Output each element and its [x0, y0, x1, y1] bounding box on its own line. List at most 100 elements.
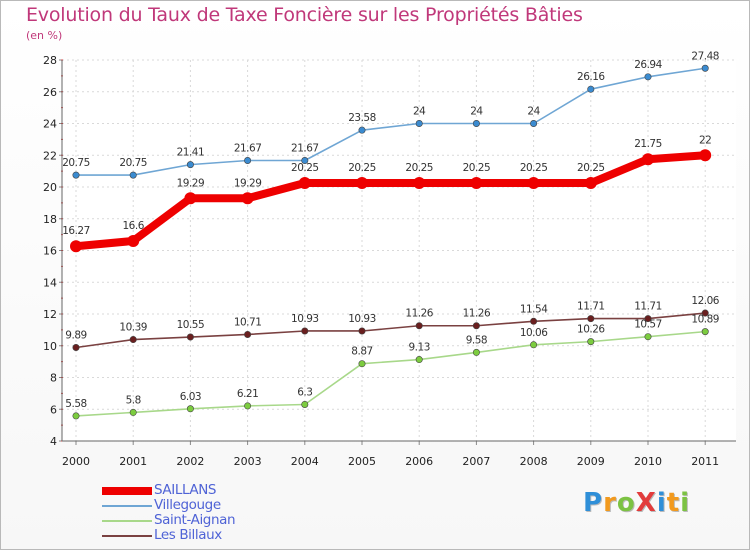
series-line: [75, 330, 706, 417]
chart-title: Evolution du Taux de Taxe Foncière sur l…: [26, 4, 583, 26]
logo-letter: P: [583, 488, 604, 518]
data-label: 24: [527, 106, 540, 118]
legend-swatch: [102, 535, 152, 537]
data-point: [70, 240, 82, 253]
x-tick-label: 2010: [634, 455, 662, 468]
data-label: 19.29: [234, 177, 262, 189]
data-point: [241, 192, 254, 205]
series-line: [75, 312, 706, 349]
data-label: 24: [470, 106, 483, 118]
data-point: [301, 156, 309, 164]
data-point: [699, 149, 712, 162]
data-point: [358, 126, 366, 134]
data-label: 20.75: [119, 157, 147, 169]
data-point: [587, 315, 595, 323]
data-label: 11.54: [520, 303, 548, 315]
data-point: [356, 177, 368, 190]
data-label: 10.06: [520, 327, 548, 339]
data-label: 20.25: [405, 162, 433, 174]
data-point: [584, 177, 597, 190]
data-label: 26.94: [634, 59, 662, 71]
data-point: [415, 356, 423, 364]
x-tick-label: 2008: [520, 455, 548, 468]
data-point: [415, 120, 423, 128]
data-point: [244, 330, 252, 338]
data-label: 11.26: [405, 308, 433, 320]
data-point: [186, 161, 194, 169]
data-label: 11.26: [463, 308, 491, 320]
data-point: [701, 328, 709, 336]
legend-swatch: [102, 520, 152, 522]
data-label: 10.89: [691, 314, 719, 326]
data-point: [72, 343, 80, 351]
data-label: 20.25: [291, 162, 319, 174]
data-label: 26.16: [577, 71, 605, 83]
grid-lines: [62, 59, 736, 442]
data-label: 11.71: [634, 301, 662, 313]
data-label: 16.27: [62, 225, 90, 237]
legend-label: SAILLANS: [154, 482, 217, 498]
data-label: 20.25: [577, 162, 605, 174]
legend-label: Saint-Aignan: [154, 512, 236, 528]
data-label: 10.57: [634, 319, 662, 331]
y-tick-label: 8: [50, 372, 57, 385]
data-label: 20.25: [348, 162, 376, 174]
data-label: 21.67: [234, 142, 262, 154]
x-tick-label: 2011: [691, 455, 719, 468]
data-point: [530, 120, 538, 128]
data-point: [244, 402, 252, 410]
legend-label: Les Billaux: [154, 527, 222, 543]
data-label: 10.93: [291, 313, 319, 325]
data-point: [186, 405, 194, 413]
data-point: [301, 400, 309, 408]
data-point: [298, 177, 311, 190]
y-tick-label: 10: [43, 340, 57, 353]
y-tick-label: 26: [43, 86, 57, 99]
data-point: [184, 192, 197, 205]
data-point: [415, 322, 423, 330]
y-tick-label: 12: [43, 308, 57, 321]
x-tick-label: 2009: [577, 455, 605, 468]
data-point: [129, 171, 137, 179]
y-tick-label: 28: [43, 54, 57, 67]
data-label: 6.21: [237, 388, 258, 400]
data-label: 20.25: [463, 162, 491, 174]
y-tick-label: 4: [50, 435, 57, 448]
proxiti-logo: ProXiti: [583, 488, 690, 518]
data-point: [470, 177, 483, 190]
data-point: [530, 317, 538, 325]
data-point: [413, 177, 426, 190]
y-tick-label: 14: [43, 276, 57, 289]
data-point: [472, 120, 480, 128]
data-label: 9.58: [466, 334, 487, 346]
data-point: [527, 177, 540, 190]
y-tick-label: 18: [43, 213, 57, 226]
data-label: 6.03: [180, 391, 201, 403]
series-saint-aignan: [72, 328, 709, 420]
logo-letter: i: [656, 488, 667, 518]
x-tick-label: 2007: [462, 455, 490, 468]
data-label: 6.3: [297, 386, 312, 398]
series-line: [75, 151, 706, 251]
data-label: 9.13: [409, 342, 430, 354]
x-tick-label: 2003: [234, 455, 262, 468]
data-label: 23.58: [348, 112, 376, 124]
y-tick-label: 6: [50, 403, 57, 416]
data-point: [127, 234, 140, 247]
data-label: 10.26: [577, 324, 605, 336]
data-point: [530, 341, 538, 349]
logo-letter: o: [616, 488, 636, 518]
data-label: 10.55: [177, 319, 205, 331]
data-labels: 16.27 16.6 19.29 19.29 20.25 20.25 20.25 20.25 2…: [62, 50, 720, 410]
data-point: [72, 171, 80, 179]
x-tick-label: 2002: [176, 455, 204, 468]
data-label: 20.75: [62, 157, 90, 169]
data-label: 12.06: [691, 295, 719, 307]
data-label: 19.29: [177, 177, 205, 189]
data-label: 5.8: [126, 394, 141, 406]
data-label: 10.71: [234, 316, 262, 328]
y-tick-label: 22: [43, 149, 57, 162]
data-point: [644, 315, 652, 323]
data-point: [642, 153, 654, 166]
data-point: [701, 309, 709, 317]
